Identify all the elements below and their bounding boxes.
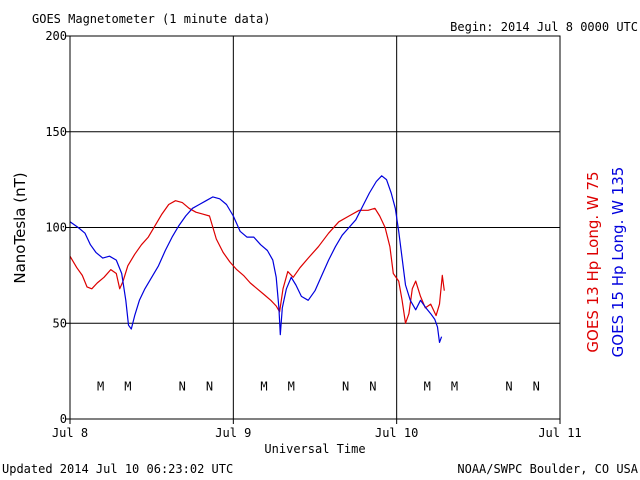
marker-m: M <box>288 379 295 393</box>
marker-m: M <box>124 379 131 393</box>
y-tick-label: 200 <box>45 29 67 43</box>
marker-n: N <box>342 379 349 393</box>
x-tick-label: Jul 9 <box>215 426 251 440</box>
x-axis-label: Universal Time <box>264 442 365 456</box>
plot-frame <box>69 35 561 420</box>
chart-title: GOES Magnetometer (1 minute data) <box>32 12 270 26</box>
y-tick-label: 150 <box>45 125 67 139</box>
grid <box>65 35 561 424</box>
x-tick-labels: Jul 8 Jul 9 Jul 10 Jul 11 <box>52 426 582 440</box>
x-tick-label: Jul 11 <box>538 426 581 440</box>
x-tick-label: Jul 8 <box>52 426 88 440</box>
series-line-goes13 <box>69 200 445 324</box>
marker-n: N <box>206 379 213 393</box>
y-tick-label: 100 <box>45 221 67 235</box>
series-line-goes15 <box>69 175 443 343</box>
y-axis-label: NanoTesla (nT) <box>11 172 29 283</box>
marker-m: M <box>260 379 267 393</box>
marker-m: M <box>451 379 458 393</box>
marker-n: N <box>179 379 186 393</box>
legend-goes13: GOES 13 Hp Long. W 75 <box>584 171 602 352</box>
y-tick-labels: 0 50 100 150 200 <box>45 29 67 426</box>
y-tick-label: 50 <box>53 316 67 330</box>
series-lines <box>69 175 445 343</box>
marker-n: N <box>533 379 540 393</box>
credit: NOAA/SWPC Boulder, CO USA <box>457 462 638 476</box>
marker-n: N <box>369 379 376 393</box>
begin-time: Begin: 2014 Jul 8 0000 UTC <box>450 20 638 34</box>
marker-m: M <box>97 379 104 393</box>
marker-n: N <box>505 379 512 393</box>
marker-m: M <box>424 379 431 393</box>
legend-goes15: GOES 15 Hp Long. W 135 <box>609 167 627 358</box>
y-tick-label: 0 <box>60 412 67 426</box>
updated-time: Updated 2014 Jul 10 06:23:02 UTC <box>2 462 233 476</box>
x-tick-label: Jul 10 <box>375 426 418 440</box>
